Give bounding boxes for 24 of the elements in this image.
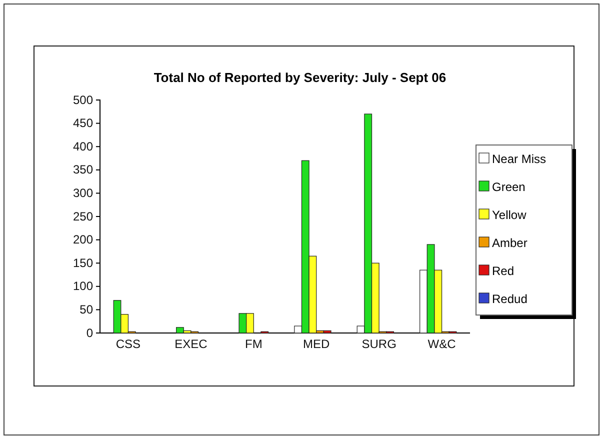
y-tick-label: 250	[72, 209, 94, 224]
legend-label: Amber	[492, 236, 528, 250]
legend-label: Red	[492, 264, 514, 278]
legend-label: Redud	[492, 292, 528, 306]
y-tick-label: 350	[72, 162, 94, 177]
y-tick-label: 300	[72, 186, 94, 200]
legend-label: Near Miss	[492, 152, 546, 166]
chart-title: Total No of Reported by Severity: July - Sept 06	[154, 70, 446, 85]
y-tick-label: 200	[72, 232, 94, 247]
x-tick-label: SURG	[362, 337, 396, 351]
x-tick-label: EXEC	[174, 337, 208, 351]
y-tick-label: 100	[72, 279, 94, 294]
x-tick-label: MED	[303, 337, 330, 351]
y-tick-label: 0	[86, 326, 94, 340]
y-tick-label: 500	[72, 92, 94, 107]
legend-label: Yellow	[492, 208, 527, 222]
y-tick-label: 50	[80, 302, 94, 317]
x-tick-label: W&C	[428, 337, 456, 351]
y-tick-label: 450	[72, 116, 94, 130]
x-tick-label: CSS	[116, 337, 141, 351]
y-tick-label: 150	[72, 256, 94, 270]
legend-label: Green	[492, 180, 526, 194]
x-tick-label: FM	[244, 337, 262, 351]
y-tick-label: 400	[72, 139, 94, 154]
